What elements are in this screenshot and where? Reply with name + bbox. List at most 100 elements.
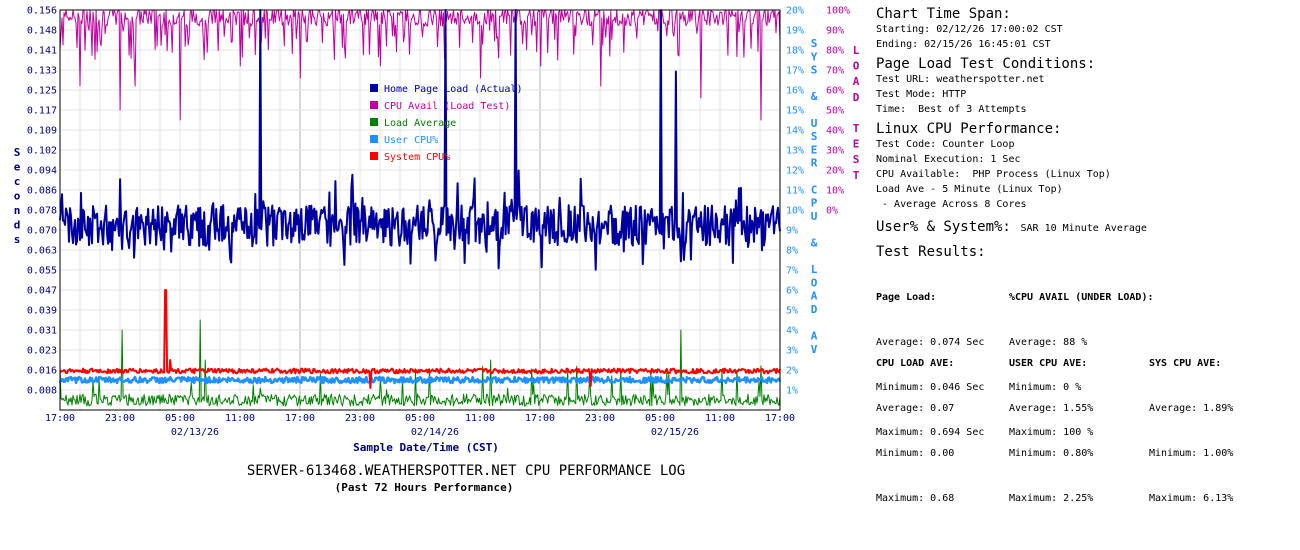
y-left-tick-label: 0.117	[27, 106, 57, 117]
x-tick-label: 23:00	[345, 413, 375, 424]
syscpu-max: Maximum: 6.13%	[1149, 493, 1234, 504]
legend-swatch	[370, 118, 378, 126]
series-line-4	[59, 289, 781, 389]
y-inner-tick-label: 11%	[786, 186, 804, 197]
cpuavail-avg: Average: 88 %	[1009, 337, 1088, 348]
pageload-avg: Average: 0.074 Sec	[876, 337, 985, 348]
y-left-tick-label: 0.148	[27, 26, 57, 37]
axis-label-char: d	[14, 219, 21, 232]
time-span-end: Ending: 02/15/26 16:45:01 CST	[876, 39, 1051, 50]
y-left-tick-label: 0.102	[27, 146, 57, 157]
x-tick-label: 23:00	[585, 413, 615, 424]
y-outer-tick-label: 100%	[826, 6, 850, 17]
axis-label-char: o	[14, 190, 21, 203]
cpuload-min: Minimum: 0.00	[876, 448, 955, 459]
y-left-tick-label: 0.125	[27, 86, 57, 97]
axis-label-char: c	[14, 175, 21, 188]
y-inner-tick-label: 3%	[786, 346, 798, 357]
legend-label: User CPU%	[384, 135, 438, 146]
test-url: Test URL: weatherspotter.net	[876, 74, 1045, 85]
y-inner-tick-label: 2%	[786, 366, 798, 377]
axis-label-char: n	[14, 204, 21, 217]
series-line-2	[59, 319, 781, 407]
results-row-2: CPU LOAD AVE: Average: 0.07 Minimum: 0.0…	[876, 326, 1296, 504]
y-inner-tick-label: 16%	[786, 86, 804, 97]
x-tick-label: 23:00	[105, 413, 135, 424]
x-tick-label: 05:00	[645, 413, 675, 424]
axis-label-char: e	[14, 161, 21, 174]
y-left-tick-label: 0.109	[27, 126, 57, 137]
y-inner-tick-label: 6%	[786, 286, 798, 297]
syscpu-stats: SYS CPU AVE: Average: 1.89% Minimum: 1.0…	[1149, 326, 1233, 536]
x-tick-label: 11:00	[225, 413, 255, 424]
syscpu-title: SYS CPU AVE:	[1149, 358, 1222, 369]
legend-swatch	[370, 84, 378, 92]
plot-frame	[59, 9, 781, 411]
cpuload-title: CPU LOAD AVE:	[876, 358, 955, 369]
y-inner-tick-label: 17%	[786, 66, 804, 77]
legend-swatch	[370, 135, 378, 143]
pageload-title: Page Load:	[876, 292, 937, 303]
axis-label-char: U	[811, 210, 818, 223]
y-left-tick-label: 0.078	[27, 206, 57, 217]
y-left-tick-label: 0.016	[27, 366, 57, 377]
axis-label-char: V	[811, 343, 818, 356]
info-panel: Chart Time Span: Starting: 02/12/26 17:0…	[876, 6, 1296, 504]
time-span-heading: Chart Time Span:	[876, 6, 1011, 22]
chart-series	[58, 9, 782, 407]
x-date-label: 02/14/26	[411, 427, 459, 438]
cpu-available: CPU Available: PHP Process (Linux Top)	[876, 169, 1111, 180]
axis-label-char: D	[853, 91, 860, 104]
x-tick-label: 17:00	[765, 413, 795, 424]
y-inner-tick-label: 7%	[786, 266, 798, 277]
series-line-3	[58, 375, 782, 385]
cores-note: - Average Across 8 Cores	[876, 199, 1027, 210]
axis-label-char: A	[811, 290, 818, 303]
y-outer-tick-label: 40%	[826, 126, 844, 137]
y-left-tick-label: 0.141	[27, 46, 57, 57]
y-outer-tick-label: 80%	[826, 46, 844, 57]
y-left-tick-label: 0.031	[27, 326, 57, 337]
usersys-heading: User% & System%:	[876, 219, 1011, 235]
legend-label: System CPU%	[384, 152, 450, 163]
usercpu-title: USER CPU AVE:	[1009, 358, 1088, 369]
y-inner-tick-label: 8%	[786, 246, 798, 257]
legend-label: Load Average	[384, 118, 456, 129]
y-inner-tick-label: 19%	[786, 26, 804, 37]
axis-label-char: &	[811, 90, 818, 103]
axis-label-char: D	[811, 303, 818, 316]
axis-label-char: O	[853, 60, 860, 73]
cpuload-avg: Average: 0.07	[876, 403, 955, 414]
legend-swatch	[370, 101, 378, 109]
y-outer-tick-label: 60%	[826, 86, 844, 97]
y-outer-tick-label: 70%	[826, 66, 844, 77]
y-left-tick-label: 0.063	[27, 246, 57, 257]
axis-label-char: Y	[811, 50, 818, 63]
y-outer-tick-label: 10%	[826, 186, 844, 197]
axis-label-char: T	[853, 169, 860, 182]
y-inner-tick-label: 4%	[786, 326, 798, 337]
test-time: Time: Best of 3 Attempts	[876, 104, 1027, 115]
cpuavail-stats: %CPU AVAIL (UNDER LOAD): Average: 88 % M…	[1009, 260, 1154, 470]
axis-label-char: O	[811, 276, 818, 289]
x-axis-dates: 02/13/26 02/14/26 02/15/26	[171, 427, 699, 438]
pageload-min: Minimum: 0.046 Sec	[876, 382, 985, 393]
y-left-tick-label: 0.086	[27, 186, 57, 197]
y-outer-tick-label: 30%	[826, 146, 844, 157]
y-inner-tick-label: 5%	[786, 306, 798, 317]
cpuload-max: Maximum: 0.68	[876, 493, 955, 504]
x-tick-label: 17:00	[525, 413, 555, 424]
y-left-tick-label: 0.094	[27, 166, 57, 177]
cpuavail-max: Maximum: 100 %	[1009, 427, 1094, 438]
axis-label-char: s	[14, 233, 21, 246]
x-tick-label: 11:00	[705, 413, 735, 424]
axis-label-char: L	[811, 263, 818, 276]
y-inner-tick-label: 1%	[786, 386, 798, 397]
legend-swatch	[370, 152, 378, 160]
time-span-start: Starting: 02/12/26 17:00:02 CST	[876, 24, 1063, 35]
y-inner-tick-label: 12%	[786, 166, 804, 177]
y-left-tick-label: 0.070	[27, 226, 57, 237]
x-tick-label: 05:00	[405, 413, 435, 424]
